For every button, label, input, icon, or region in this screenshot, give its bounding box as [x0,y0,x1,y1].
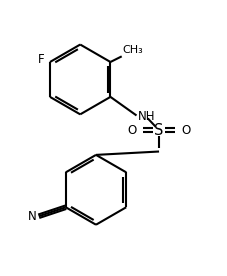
Text: NH: NH [137,110,154,123]
Text: N: N [28,210,36,223]
Text: S: S [154,123,163,138]
Text: CH₃: CH₃ [122,45,143,55]
Text: O: O [181,124,190,137]
Text: F: F [37,53,44,66]
Text: O: O [127,124,136,137]
